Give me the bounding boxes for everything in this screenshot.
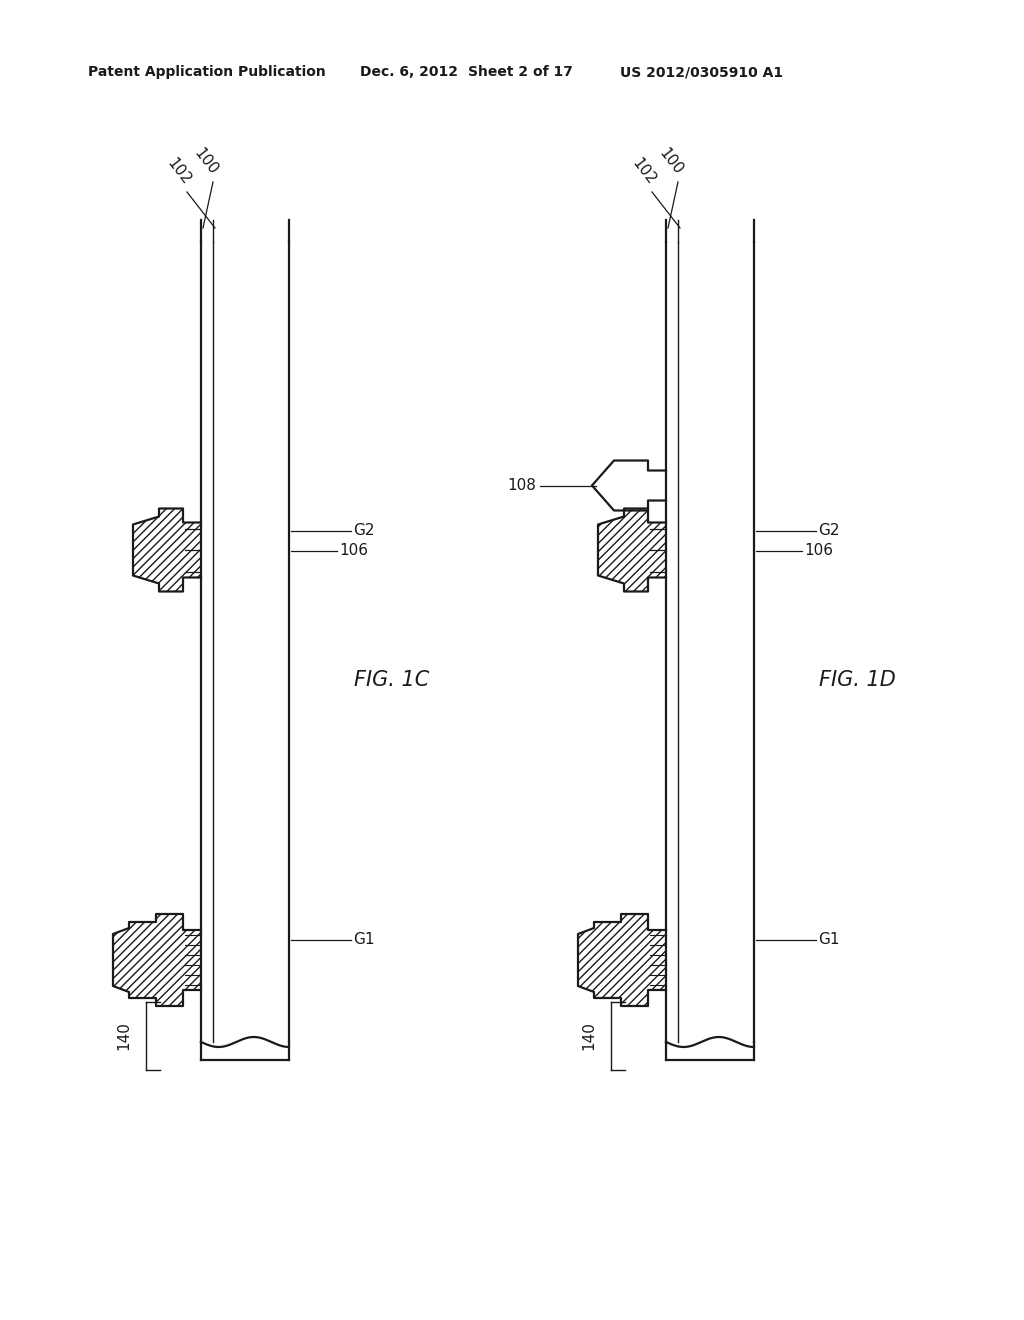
Text: 106: 106 (804, 543, 833, 558)
Text: FIG. 1C: FIG. 1C (354, 671, 429, 690)
Text: G2: G2 (353, 523, 375, 539)
Text: G1: G1 (818, 932, 840, 948)
Text: 102: 102 (164, 156, 194, 187)
Text: G1: G1 (353, 932, 375, 948)
Text: 106: 106 (339, 543, 368, 558)
Text: G2: G2 (818, 523, 840, 539)
Text: 100: 100 (656, 147, 686, 178)
Text: Sheet 2 of 17: Sheet 2 of 17 (468, 65, 572, 79)
Text: Patent Application Publication: Patent Application Publication (88, 65, 326, 79)
Text: FIG. 1D: FIG. 1D (819, 671, 896, 690)
Text: 108: 108 (507, 478, 536, 492)
Text: 140: 140 (117, 1022, 131, 1051)
Text: Dec. 6, 2012: Dec. 6, 2012 (360, 65, 458, 79)
Text: 100: 100 (191, 147, 221, 178)
Text: US 2012/0305910 A1: US 2012/0305910 A1 (620, 65, 783, 79)
Text: 140: 140 (582, 1022, 597, 1051)
Text: 102: 102 (629, 156, 658, 187)
